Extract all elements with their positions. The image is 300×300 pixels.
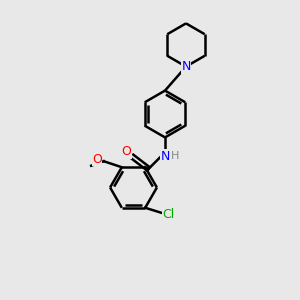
- Text: Cl: Cl: [162, 208, 174, 221]
- Text: H: H: [170, 151, 179, 161]
- Text: O: O: [92, 153, 102, 166]
- Text: O: O: [122, 145, 131, 158]
- Text: N: N: [160, 149, 170, 163]
- Text: N: N: [181, 60, 191, 73]
